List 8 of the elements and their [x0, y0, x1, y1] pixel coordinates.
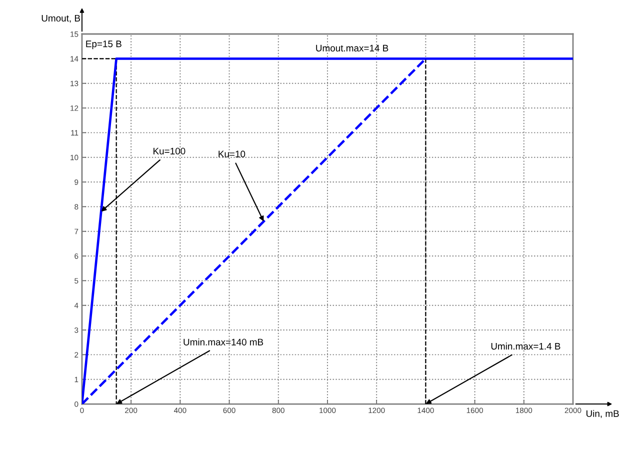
- annotation: Umin.max=140 mB: [184, 338, 264, 346]
- x-axis-title: Uin, mB: [586, 410, 619, 418]
- annotation: Umout.max=14 B: [316, 44, 388, 52]
- annotation: Ku=100: [154, 148, 186, 154]
- y-axis-title: Umout, B: [42, 14, 80, 23]
- annotation: Ku=10: [218, 150, 246, 158]
- annotation: Ep=15 B: [86, 40, 122, 50]
- annotation: Umin.max=1.4 B: [491, 342, 560, 350]
